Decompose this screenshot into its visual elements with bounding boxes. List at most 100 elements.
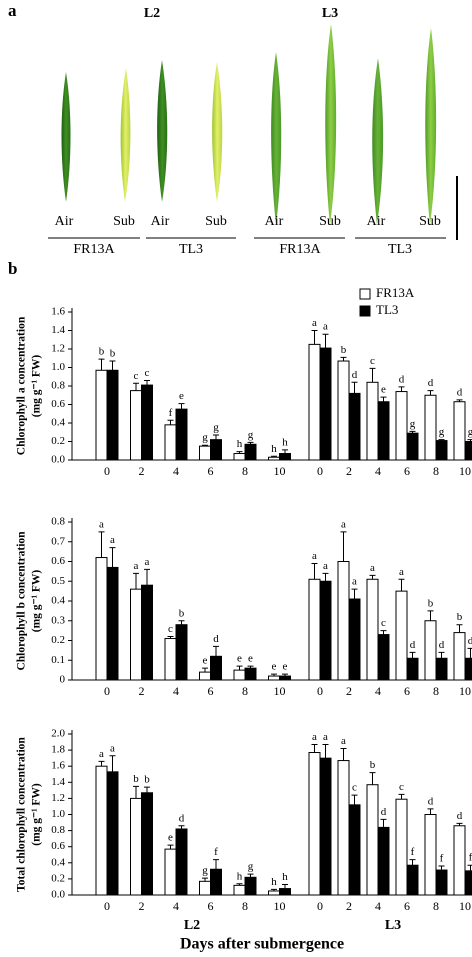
condition-label: Sub (205, 214, 227, 229)
significance-letter: c (399, 781, 404, 793)
x-tick-label: 4 (173, 684, 179, 698)
error-bar (167, 844, 174, 850)
bar (435, 869, 448, 896)
condition-label: Air (265, 214, 284, 229)
bar (406, 657, 419, 681)
bar (337, 360, 350, 461)
leaf-group-label: L2 (144, 6, 160, 21)
bar (141, 384, 153, 461)
significance-letter: e (179, 390, 184, 402)
significance-letter: b (457, 611, 463, 623)
bar (164, 638, 177, 681)
y-tick-label: 0.1 (51, 654, 65, 666)
significance-letter: h (282, 871, 288, 883)
significance-letter: g (439, 426, 445, 438)
error-bar (311, 562, 318, 580)
bar (453, 825, 466, 896)
error-bar (144, 379, 150, 386)
x-tick-label: 2 (139, 684, 145, 698)
error-bar (109, 755, 116, 772)
significance-letter: g (248, 861, 254, 873)
y-tick-label: 0 (60, 674, 66, 686)
significance-letter: d (428, 377, 434, 389)
error-bar (202, 877, 208, 882)
error-bar (213, 434, 219, 440)
error-bar (167, 419, 174, 425)
bar (348, 598, 361, 681)
x-tick-label: 8 (433, 684, 439, 698)
significance-letter: d (468, 635, 472, 647)
error-bar (247, 665, 254, 669)
x-tick-label: 8 (242, 684, 248, 698)
error-bar (133, 785, 139, 799)
error-bar (456, 822, 463, 826)
error-bar (109, 547, 116, 568)
bar (464, 657, 472, 681)
y-axis-label: Chlorophyll b concentration (16, 531, 28, 671)
y-tick-label: 0.6 (51, 555, 65, 567)
error-bar (236, 883, 243, 886)
error-bar (271, 455, 277, 458)
error-bar (398, 578, 405, 592)
significance-letter: a (312, 550, 317, 562)
error-bar (236, 665, 243, 671)
bar (279, 888, 291, 896)
bar (366, 578, 379, 681)
bar (453, 632, 466, 681)
bar (141, 584, 153, 681)
significance-letter: b (99, 346, 105, 358)
error-bar (322, 572, 329, 582)
x-tick-label: 4 (173, 464, 179, 478)
error-bar (380, 630, 387, 635)
error-bar (467, 647, 472, 659)
x-axis-label: Days after submergence (180, 936, 344, 953)
x-tick-label: 10 (274, 899, 286, 913)
y-axis-label: Chlorophyll a concentration (16, 316, 28, 455)
significance-letter: c (134, 370, 139, 382)
cultivar-label: TL3 (179, 242, 203, 257)
bar (406, 864, 419, 896)
bar (435, 657, 448, 681)
significance-letter: a (99, 518, 104, 530)
y-tick-label: 1.8 (51, 744, 65, 756)
x-tick-label: 6 (404, 899, 410, 913)
significance-letter: c (145, 367, 150, 379)
condition-label: Sub (319, 214, 341, 229)
bar (424, 620, 437, 681)
error-bar (133, 382, 139, 391)
x-tick-label: 2 (139, 464, 145, 478)
error-bar (438, 865, 445, 871)
error-bar (380, 396, 387, 402)
y-tick-label: 0.4 (51, 417, 65, 429)
significance-letter: a (323, 560, 328, 572)
significance-letter: a (323, 731, 328, 743)
legend-label: TL3 (376, 302, 398, 317)
bar (164, 848, 177, 896)
x-tick-label: 10 (459, 899, 471, 913)
error-bar (133, 572, 139, 590)
x-tick-label: 0 (317, 684, 323, 698)
significance-letter: d (352, 369, 358, 381)
error-bar (369, 367, 376, 383)
bar (377, 634, 390, 681)
leaf (157, 60, 168, 202)
y-tick-label: 0.8 (51, 824, 65, 836)
error-bar (369, 772, 376, 785)
error-bar (369, 574, 376, 580)
x-tick-label: 0 (104, 899, 110, 913)
error-bar (340, 531, 347, 562)
significance-letter: c (168, 623, 173, 635)
leaf-group-label: L3 (322, 6, 338, 21)
error-bar (213, 859, 219, 870)
bar (244, 667, 257, 681)
y-tick-label: 0.0 (51, 889, 65, 901)
legend-swatch (359, 305, 371, 317)
significance-letter: d (428, 795, 434, 807)
y-tick-label: 2.0 (51, 728, 65, 740)
y-tick-label: 1.2 (51, 792, 65, 804)
significance-letter: a (145, 556, 150, 568)
x-tick-label: 0 (104, 464, 110, 478)
x-tick-label: 2 (139, 899, 145, 913)
y-tick-label: 1.0 (51, 361, 65, 373)
error-bar (98, 358, 105, 371)
